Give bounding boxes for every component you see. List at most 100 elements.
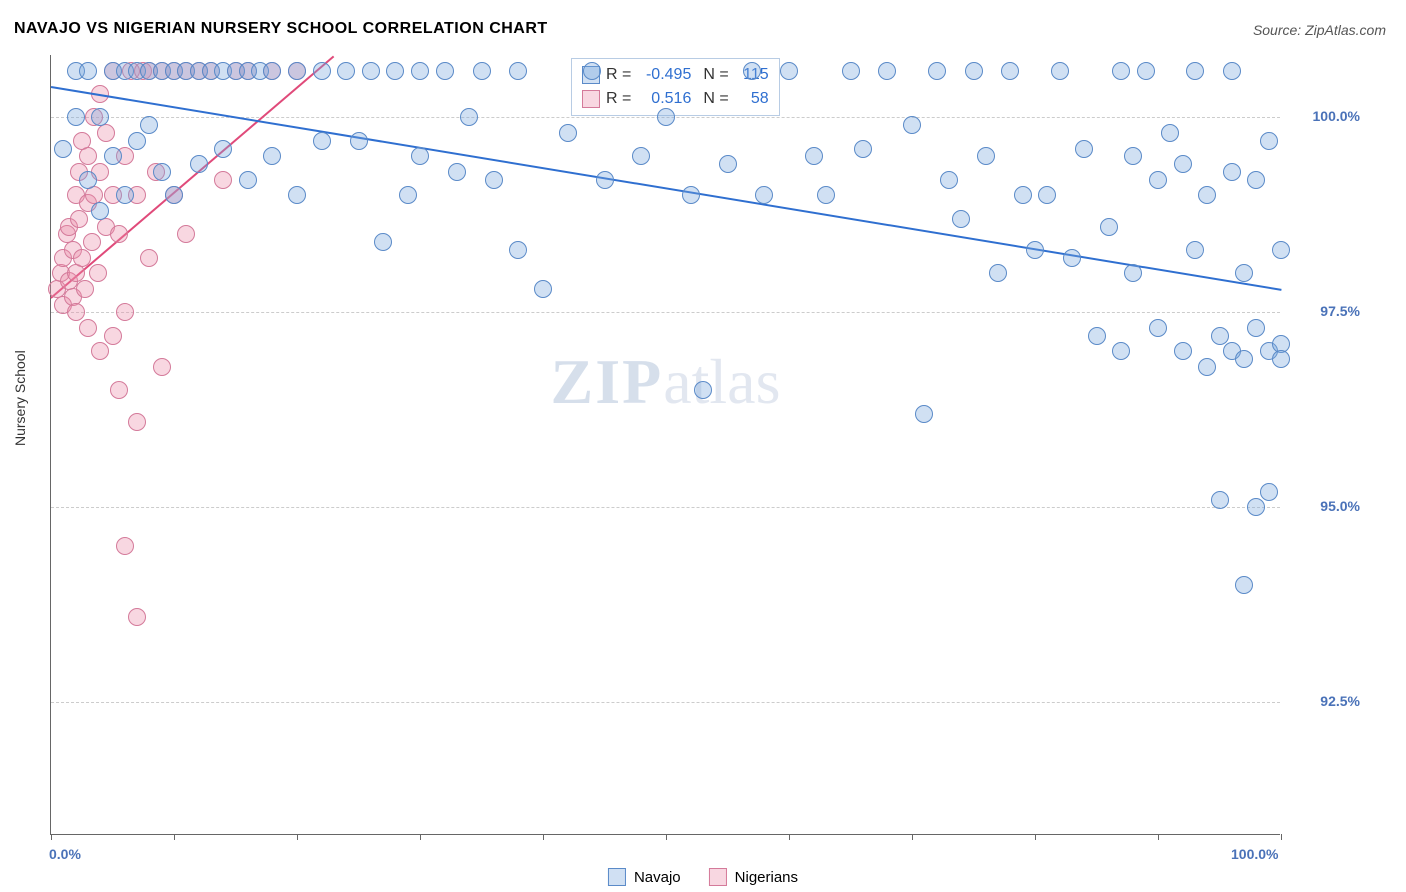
navajo-point [91,108,109,126]
x-tick [51,834,52,840]
navajo-point [1001,62,1019,80]
navajo-point [190,155,208,173]
nigerians-swatch [709,868,727,886]
x-tick [1158,834,1159,840]
navajo-point [719,155,737,173]
navajo-point [743,62,761,80]
navajo-point [1112,62,1130,80]
r-label: R = [606,63,631,87]
navajo-point [928,62,946,80]
legend-stats-row-nigerians: R =0.516N =58 [582,87,769,111]
y-tick-label: 95.0% [1290,498,1360,514]
nigerians-point [110,225,128,243]
y-tick-label: 97.5% [1290,303,1360,319]
x-tick [543,834,544,840]
legend-label: Nigerians [735,869,798,886]
watermark: ZIPatlas [551,345,781,419]
nigerians-point [140,249,158,267]
navajo-point [989,264,1007,282]
n-value: 58 [735,87,769,111]
x-tick-label: 0.0% [49,846,81,862]
navajo-point [473,62,491,80]
navajo-point [1161,124,1179,142]
nigerians-point [76,280,94,298]
chart-title: NAVAJO VS NIGERIAN NURSERY SCHOOL CORREL… [14,20,548,38]
r-label: R = [606,87,631,111]
navajo-point [694,381,712,399]
navajo-point [940,171,958,189]
nigerians-point [128,413,146,431]
navajo-point [1186,62,1204,80]
navajo-point [448,163,466,181]
navajo-point [817,186,835,204]
navajo-point [805,147,823,165]
navajo-point [915,405,933,423]
y-tick-label: 92.5% [1290,693,1360,709]
nigerians-point [128,608,146,626]
navajo-point [1260,132,1278,150]
navajo-point [263,62,281,80]
navajo-point [1198,186,1216,204]
navajo-point [214,140,232,158]
navajo-point [411,147,429,165]
nigerians-point [67,303,85,321]
nigerians-point [116,537,134,555]
nigerians-point [116,303,134,321]
navajo-point [977,147,995,165]
navajo-point [1235,264,1253,282]
navajo-point [362,62,380,80]
nigerians-point [153,358,171,376]
nigerians-point [89,264,107,282]
navajo-point [903,116,921,134]
nigerians-point [70,210,88,228]
watermark-zip: ZIP [551,346,664,417]
navajo-point [1211,491,1229,509]
x-tick [174,834,175,840]
navajo-point [411,62,429,80]
nigerians-point [104,327,122,345]
chart-container: NAVAJO VS NIGERIAN NURSERY SCHOOL CORREL… [0,0,1406,892]
watermark-atlas: atlas [663,346,780,417]
navajo-point [79,62,97,80]
gridline-h [51,702,1280,703]
navajo-point [1063,249,1081,267]
navajo-point [1112,342,1130,360]
navajo-point [337,62,355,80]
y-axis-label: Nursery School [12,350,28,446]
x-tick [1035,834,1036,840]
navajo-point [67,108,85,126]
navajo-point [854,140,872,158]
navajo-point [1124,147,1142,165]
navajo-point [485,171,503,189]
legend-label: Navajo [634,869,681,886]
nigerians-point [110,381,128,399]
nigerians-point [214,171,232,189]
navajo-point [239,171,257,189]
navajo-point [1235,576,1253,594]
navajo-point [288,62,306,80]
x-tick [1281,834,1282,840]
navajo-point [632,147,650,165]
navajo-point [79,171,97,189]
nigerians-point [177,225,195,243]
navajo-point [1247,498,1265,516]
navajo-point [1223,62,1241,80]
navajo-point [1075,140,1093,158]
nigerians-point [79,319,97,337]
navajo-point [682,186,700,204]
x-tick [912,834,913,840]
navajo-point [1174,342,1192,360]
nigerians-swatch [582,90,600,108]
navajo-point [386,62,404,80]
x-tick [789,834,790,840]
navajo-point [460,108,478,126]
navajo-point [1051,62,1069,80]
navajo-point [1272,241,1290,259]
navajo-point [374,233,392,251]
navajo-point [128,132,146,150]
nigerians-point [83,233,101,251]
navajo-point [583,62,601,80]
navajo-point [509,62,527,80]
legend-item-nigerians: Nigerians [709,868,798,886]
navajo-point [1137,62,1155,80]
